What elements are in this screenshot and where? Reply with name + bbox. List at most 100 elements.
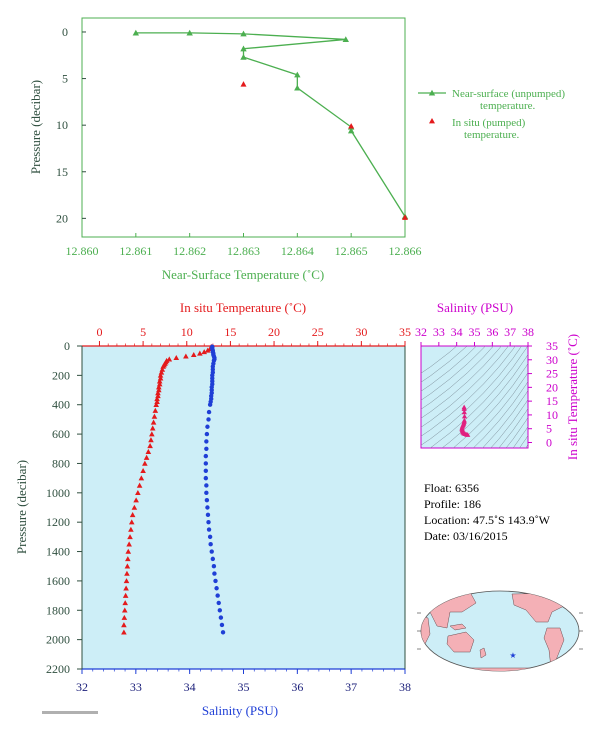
salinity-point [213, 578, 218, 584]
footer-mark [42, 711, 98, 714]
legend-label-in-situ: temperature. [464, 129, 520, 141]
temperature-point [121, 614, 128, 620]
profile-series [121, 343, 226, 635]
temperature-point [121, 622, 127, 628]
ts-point [465, 432, 471, 437]
near-surface-point [347, 127, 355, 134]
near-surface-point [342, 36, 349, 42]
salinity-point [203, 475, 209, 481]
density-contour [421, 346, 509, 428]
salinity-point [207, 534, 213, 540]
near-surface-point [240, 45, 247, 52]
density-contour [421, 346, 458, 374]
salinity-point [205, 512, 211, 518]
top-x-tick-label: 12.862 [173, 244, 206, 258]
temperature-point [173, 354, 180, 360]
temperature-point [160, 363, 166, 369]
pressure-ticks: 0 200 400 600 800 1000 1200 1400 1600 1800 2000 220… [46, 339, 82, 676]
ts-points [459, 404, 471, 437]
density-contour [421, 346, 468, 383]
salinity-tick-label: 35 [238, 680, 250, 694]
near-surface-point [294, 71, 301, 78]
pressure-tick-label: 2000 [46, 633, 70, 647]
temperature-point [135, 490, 141, 496]
salinity-point [210, 556, 216, 562]
salinity-point [211, 564, 217, 569]
temperature-point [148, 437, 154, 443]
temperature-point [159, 366, 166, 372]
density-contour [421, 346, 494, 410]
top-x-tick-label: 12.860 [66, 244, 99, 258]
temperature-tick-label: 25 [312, 325, 324, 339]
temperature-point [122, 600, 129, 606]
ts-point [461, 413, 468, 419]
temperature-tick-label: 10 [181, 325, 193, 339]
temperature-point [150, 419, 157, 425]
profile-chart: 0 5 10 15 20 25 30 35 32 33 34 35 36 37 38 0 200 400 600… [14, 300, 411, 718]
ts-salinity-ticks: 32 33 34 35 36 37 38 [415, 325, 534, 346]
density-contour [441, 353, 528, 448]
temperature-point [122, 592, 129, 598]
temperature-tick-label: 20 [268, 325, 280, 339]
temperature-tick-label: 15 [224, 325, 236, 339]
ts-salinity-tick-label: 34 [451, 325, 463, 339]
salinity-point [203, 468, 209, 473]
temperature-tick-label: 30 [355, 325, 367, 339]
salinity-point [216, 600, 221, 606]
float-location: Location: 47.5˚S 143.9˚W [424, 513, 550, 527]
temperature-tick-label: 35 [399, 325, 411, 339]
ts-point [461, 409, 467, 415]
top-x-tick-label: 12.861 [119, 244, 152, 258]
top-series [132, 29, 409, 220]
temperature-point [147, 443, 153, 449]
ts-point [459, 426, 465, 431]
temperature-point [121, 629, 127, 635]
density-contour [463, 371, 528, 448]
temperature-point [131, 504, 138, 510]
pressure-tick-label: 2200 [46, 662, 70, 676]
temperature-point [156, 387, 162, 393]
pressure-tick-label: 400 [52, 398, 70, 412]
location-map: ★ [417, 590, 583, 672]
temperature-point [125, 548, 132, 554]
density-contour [453, 362, 528, 448]
salinity-point [215, 593, 220, 598]
top-x-ticks: 12.860 12.861 12.862 12.863 12.864 12.865 12.8… [66, 233, 422, 258]
pressure-tick-label: 1200 [46, 515, 70, 529]
salinity-point [206, 417, 211, 422]
temperature-point [143, 454, 150, 460]
near-surface-point [132, 29, 140, 36]
temperature-point [123, 578, 130, 584]
temperature-point [125, 556, 131, 562]
in-situ-point [402, 214, 408, 220]
pressure-tick-label: 600 [52, 427, 70, 441]
temperature-ticks: 0 5 10 15 20 25 30 35 [96, 325, 411, 346]
legend-label-near-surface: Near-surface (unpumped) [452, 88, 565, 100]
salinity-point [204, 490, 209, 496]
pressure-tick-label: 800 [52, 456, 70, 470]
ts-temperature-tick-label: 35 [546, 339, 558, 353]
temperature-point [204, 347, 211, 353]
temperature-point [128, 526, 134, 532]
density-contour [512, 425, 528, 448]
salinity-point [209, 549, 214, 554]
temperature-point [133, 497, 139, 503]
near-surface-point [186, 29, 193, 36]
float-number: Float: 6356 [424, 481, 480, 495]
ts-salinity-tick-label: 37 [504, 325, 516, 339]
ts-temperature-label: In situ Temperature (˚C) [565, 334, 580, 460]
map-tick-marks [417, 612, 583, 650]
top-y-tick-label: 15 [56, 165, 68, 179]
density-contour [421, 346, 502, 419]
salinity-point [212, 571, 217, 576]
salinity-tick-label: 38 [399, 680, 411, 694]
density-contour [505, 416, 528, 448]
top-x-axis-label: Near-Surface Temperature (˚C) [162, 267, 324, 282]
density-contour [421, 346, 522, 446]
ts-salinity-tick-label: 32 [415, 325, 427, 339]
ts-temperature-tick-label: 30 [546, 353, 558, 367]
temperature-point [123, 585, 129, 591]
ts-salinity-tick-label: 35 [469, 325, 481, 339]
